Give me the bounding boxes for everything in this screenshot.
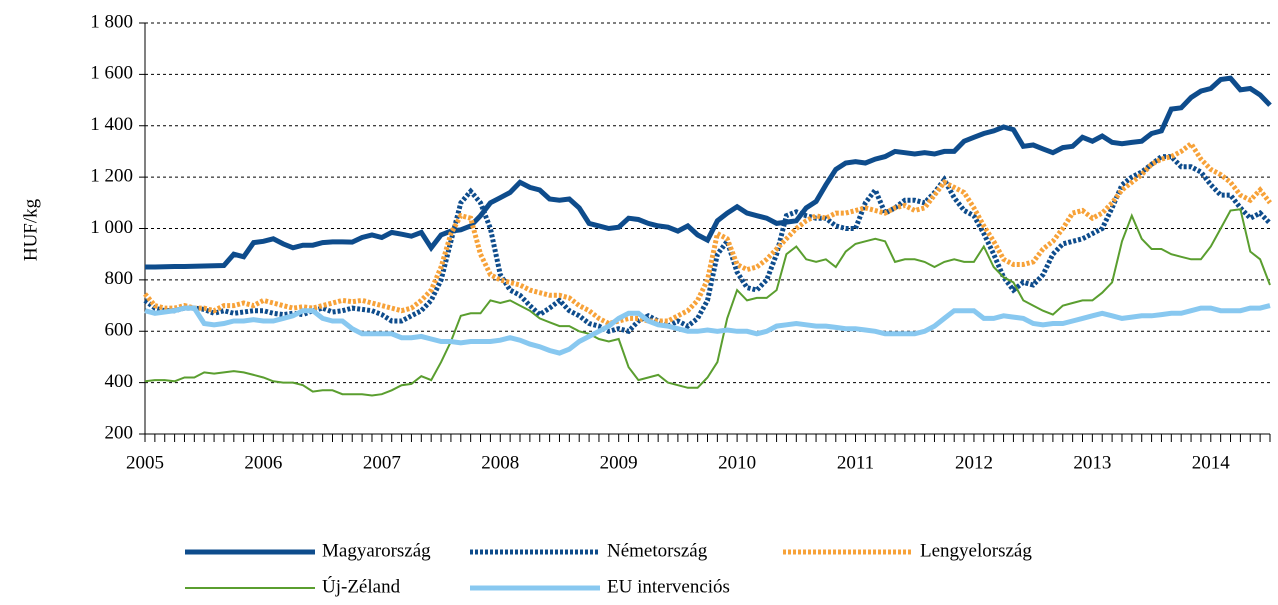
legend-label: Lengyelország [920, 540, 1032, 561]
x-tick-label: 2008 [481, 452, 519, 473]
series-line [143, 154, 1272, 335]
y-tick-label: 800 [105, 268, 134, 289]
x-tick-label: 2014 [1192, 452, 1231, 473]
x-tick-label: 2011 [837, 452, 874, 473]
y-tick-label: 400 [105, 371, 134, 392]
series-line [145, 75, 1272, 270]
x-tick-label: 2006 [244, 452, 282, 473]
y-tick-label: 200 [105, 422, 134, 443]
y-axis-label: HUF/kg [20, 198, 41, 261]
x-tick-label: 2007 [363, 452, 401, 473]
y-tick-label: 1 800 [90, 11, 133, 32]
series-line [144, 303, 1271, 356]
x-tick-label: 2013 [1073, 452, 1111, 473]
legend-label: Magyarország [322, 540, 431, 561]
series-line [143, 140, 1272, 327]
y-tick-label: 1 000 [90, 217, 133, 238]
series-line [144, 208, 1271, 397]
x-tick-label: 2005 [126, 452, 164, 473]
y-tick-label: 1 600 [90, 63, 133, 84]
y-tick-label: 600 [105, 320, 134, 341]
y-tick-label: 1 400 [90, 114, 133, 135]
x-tick-label: 2010 [718, 452, 756, 473]
legend-label: Németország [607, 540, 708, 561]
legend-label: EU intervenciós [607, 576, 730, 597]
x-tick-label: 2009 [600, 452, 638, 473]
x-tick-label: 2012 [955, 452, 993, 473]
legend-label: Új-Zéland [322, 575, 401, 597]
y-tick-label: 1 200 [90, 165, 133, 186]
